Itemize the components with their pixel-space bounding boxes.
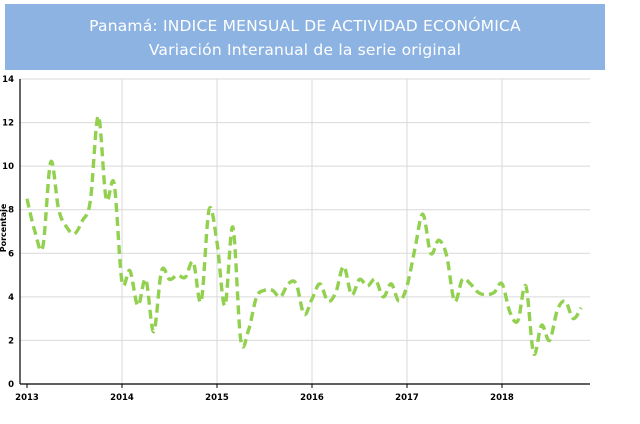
axes (19, 79, 590, 388)
data-point (223, 304, 226, 307)
data-point (57, 208, 60, 211)
data-point (255, 295, 258, 298)
x-tick-label: 2015 (205, 393, 229, 403)
y-tick-label: 10 (2, 162, 14, 172)
data-point (580, 306, 583, 309)
data-point (81, 219, 84, 222)
y-axis-label: Porcentaje (0, 203, 8, 252)
data-point (113, 182, 116, 185)
data-point (508, 311, 511, 314)
chart-subtitle: Variación Interanual de la serie origina… (148, 41, 462, 59)
data-point (453, 300, 456, 303)
y-tick-label: 6 (8, 249, 14, 259)
data-point (121, 280, 124, 283)
data-point (176, 274, 179, 277)
data-point (216, 241, 219, 244)
data-point (366, 285, 369, 288)
data-point (144, 278, 147, 281)
data-point (461, 278, 464, 281)
data-point (200, 300, 203, 303)
data-point (318, 282, 321, 285)
data-point (548, 339, 551, 342)
data-point (168, 278, 171, 281)
data-point (540, 324, 543, 327)
data-point (41, 245, 44, 248)
data-point (287, 282, 290, 285)
x-tick-labels: 2013 2014 2015 2016 2017 2018 (15, 393, 514, 403)
x-tick-label: 2018 (490, 393, 514, 403)
y-tick-labels: 0 2 4 6 8 10 12 14 (2, 75, 14, 390)
data-point (247, 328, 250, 331)
chart-title-banner: Panamá: INDICE MENSUAL DE ACTIVIDAD ECON… (5, 4, 605, 70)
data-point (49, 160, 52, 163)
data-point (445, 254, 448, 257)
data-point (26, 197, 29, 200)
y-tick-label: 2 (8, 336, 14, 346)
data-point (382, 295, 385, 298)
data-point (326, 300, 329, 303)
data-point (263, 289, 266, 292)
data-point (89, 200, 92, 203)
grid-lines (20, 78, 590, 384)
y-tick-label: 0 (8, 380, 14, 390)
data-point (374, 278, 377, 281)
data-point (184, 276, 187, 279)
data-point (192, 261, 195, 264)
data-point (152, 330, 155, 333)
data-point (208, 208, 211, 211)
data-point (73, 232, 76, 235)
data-point (231, 226, 234, 229)
data-point (239, 339, 242, 342)
data-point (390, 282, 393, 285)
data-point (33, 230, 36, 233)
x-tick-label: 2013 (15, 393, 39, 403)
y-tick-label: 4 (8, 293, 14, 303)
data-point (429, 252, 432, 255)
data-point (303, 313, 306, 316)
data-point (105, 197, 108, 200)
data-points (26, 115, 583, 356)
y-tick-label: 14 (2, 75, 14, 85)
data-point (556, 308, 559, 311)
x-tick-label: 2016 (300, 393, 324, 403)
data-point (406, 285, 409, 288)
data-point (279, 295, 282, 298)
data-point (358, 278, 361, 281)
data-point (342, 265, 345, 268)
data-point (97, 115, 100, 118)
x-tick-label: 2014 (110, 393, 134, 403)
data-point (524, 285, 527, 288)
data-point (350, 293, 353, 296)
x-tick-label: 2017 (395, 393, 419, 403)
data-point (485, 293, 488, 296)
data-point (398, 300, 401, 303)
data-point (501, 282, 504, 285)
data-point (128, 269, 131, 272)
data-point (477, 291, 480, 294)
data-point (295, 282, 298, 285)
data-point (469, 282, 472, 285)
data-point (334, 291, 337, 294)
data-point (532, 352, 535, 355)
y-tick-label: 12 (2, 119, 14, 129)
data-point (493, 291, 496, 294)
chart-title: Panamá: INDICE MENSUAL DE ACTIVIDAD ECON… (89, 17, 521, 35)
data-point (437, 239, 440, 242)
data-point (311, 298, 314, 301)
data-point (413, 247, 416, 250)
data-point (136, 304, 139, 307)
data-point (271, 289, 274, 292)
data-point (564, 300, 567, 303)
data-point (421, 213, 424, 216)
data-point (160, 269, 163, 272)
data-point (516, 319, 519, 322)
series-line (25, 114, 583, 356)
data-point (572, 317, 575, 320)
y-tick-label: 8 (8, 206, 14, 216)
data-point (65, 226, 68, 229)
